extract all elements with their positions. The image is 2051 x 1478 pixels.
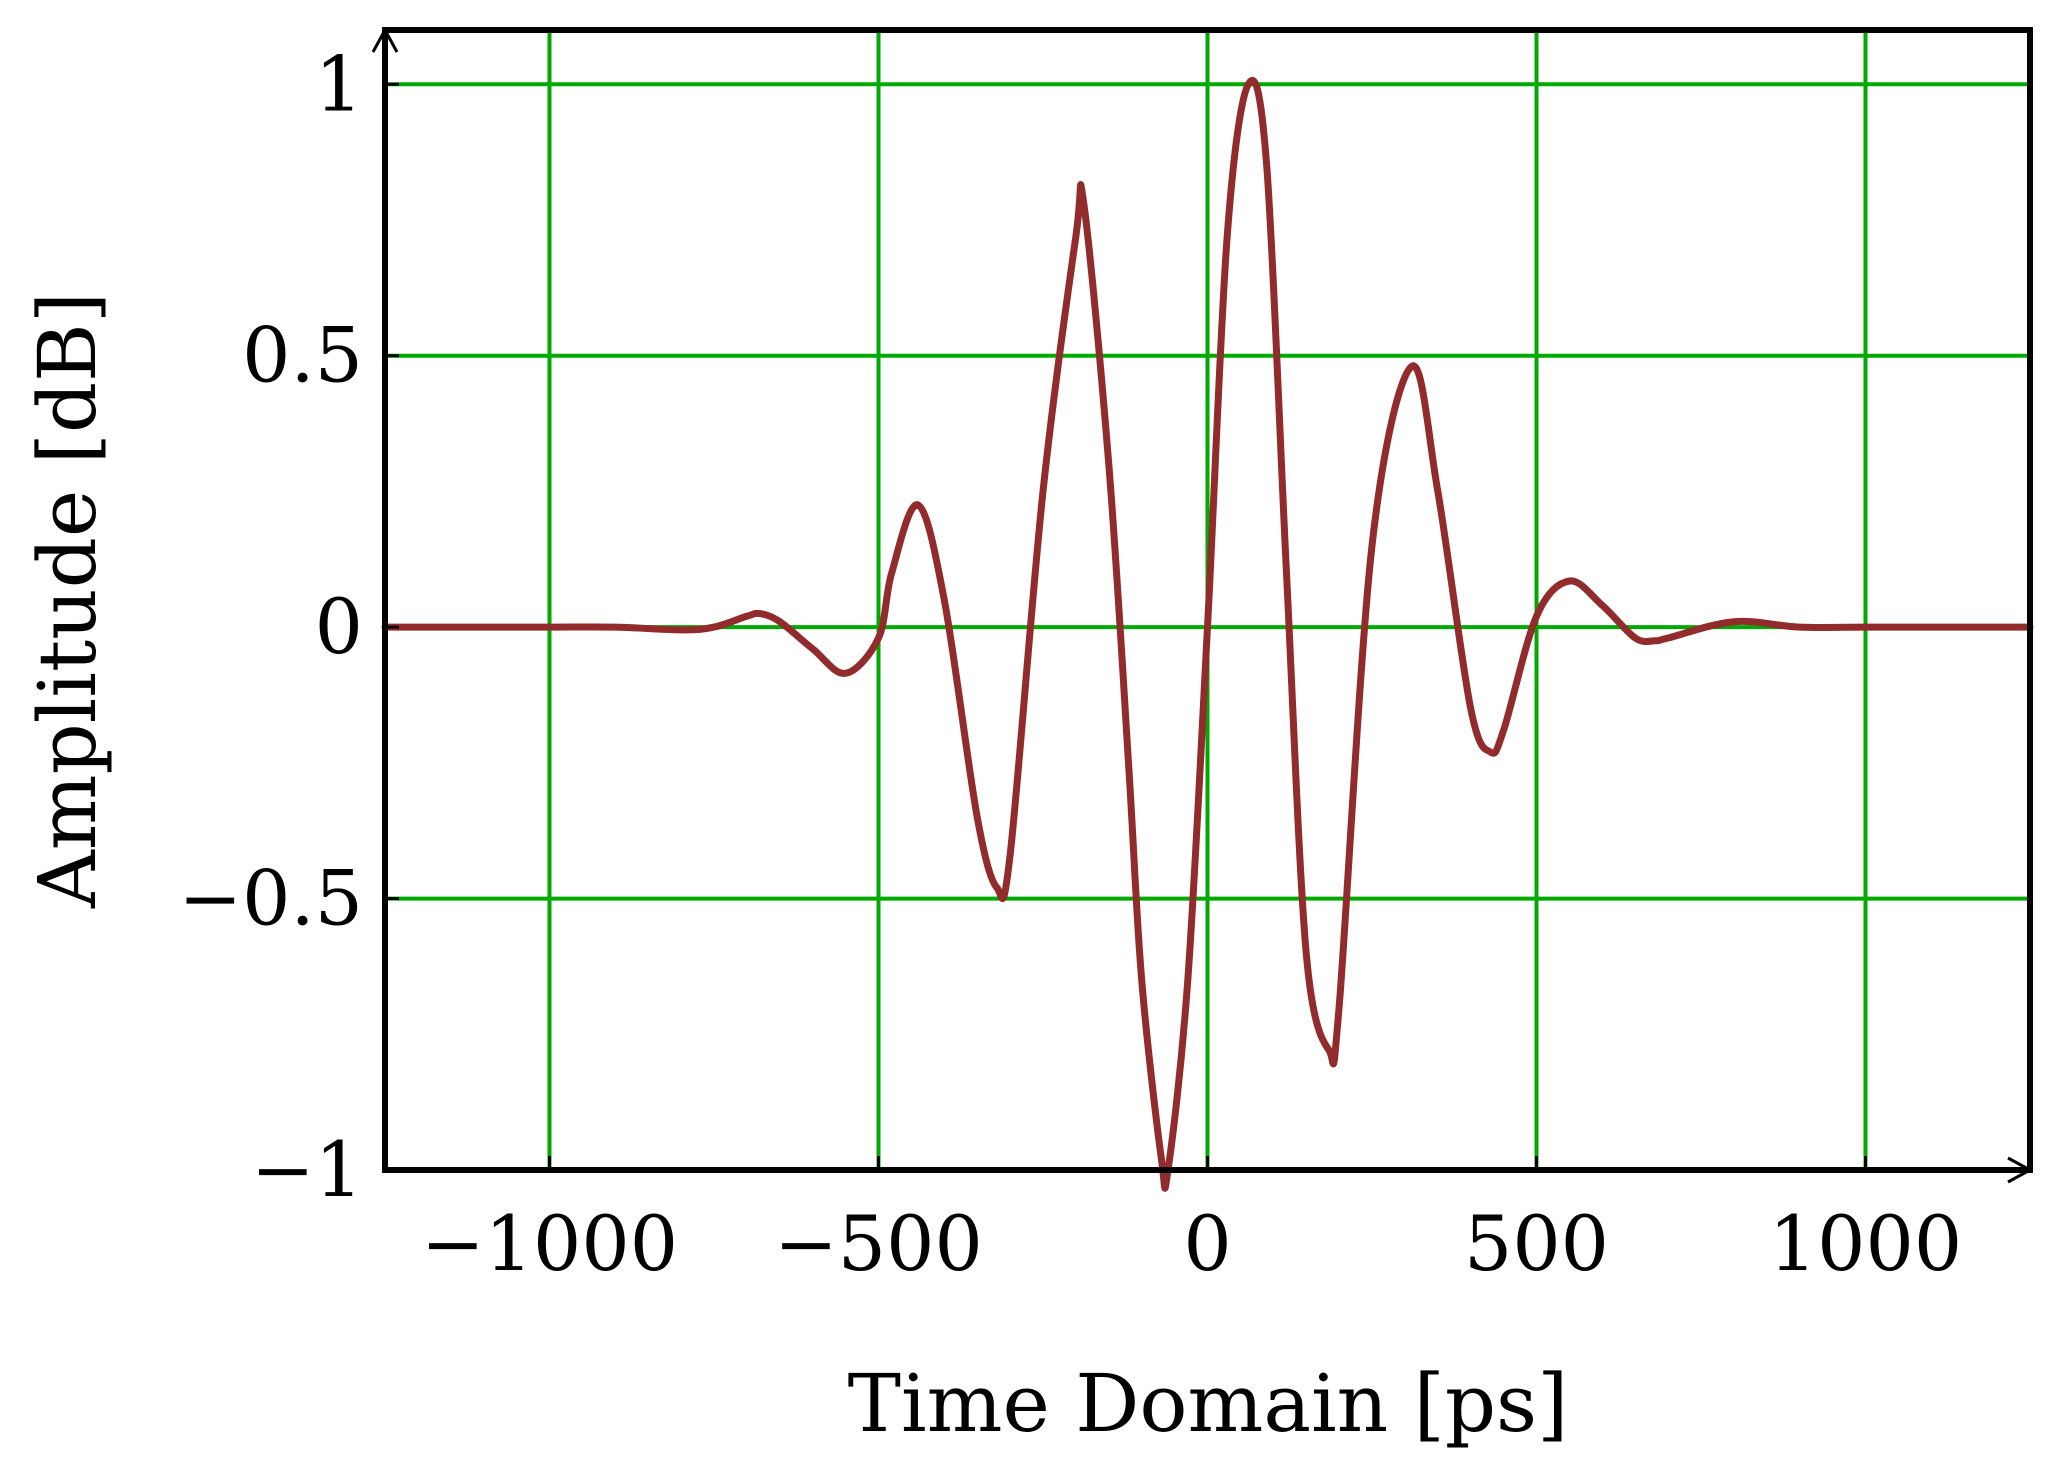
y-tick-label: 0.5: [242, 311, 363, 400]
y-tick-label: 0: [315, 582, 363, 671]
y-tick-label: −0.5: [178, 854, 363, 943]
x-axis-arrow: [2007, 1156, 2034, 1184]
x-axis-label: Time Domain [ps]: [848, 1357, 1569, 1450]
y-tick-label: 1: [315, 39, 363, 128]
y-tick-labels: −1 −0.5 0 0.5 1: [178, 39, 363, 1214]
y-axis-arrow: [371, 26, 399, 53]
x-tick-label: 1000: [1769, 1199, 1962, 1288]
x-tick-label: −500: [774, 1199, 983, 1288]
x-tick-label: 500: [1464, 1199, 1609, 1288]
series-layer: [381, 76, 2034, 1192]
plot-frame: [371, 26, 2034, 1184]
x-tick-labels: −1000 −500 0 500 1000: [421, 1199, 1962, 1288]
y-axis-label: Amplitude [dB]: [21, 292, 114, 909]
x-tick-label: −1000: [421, 1199, 678, 1288]
y-tick-label: −1: [251, 1125, 363, 1214]
series-line: [381, 76, 2034, 1192]
x-tick-label: 0: [1183, 1199, 1231, 1288]
